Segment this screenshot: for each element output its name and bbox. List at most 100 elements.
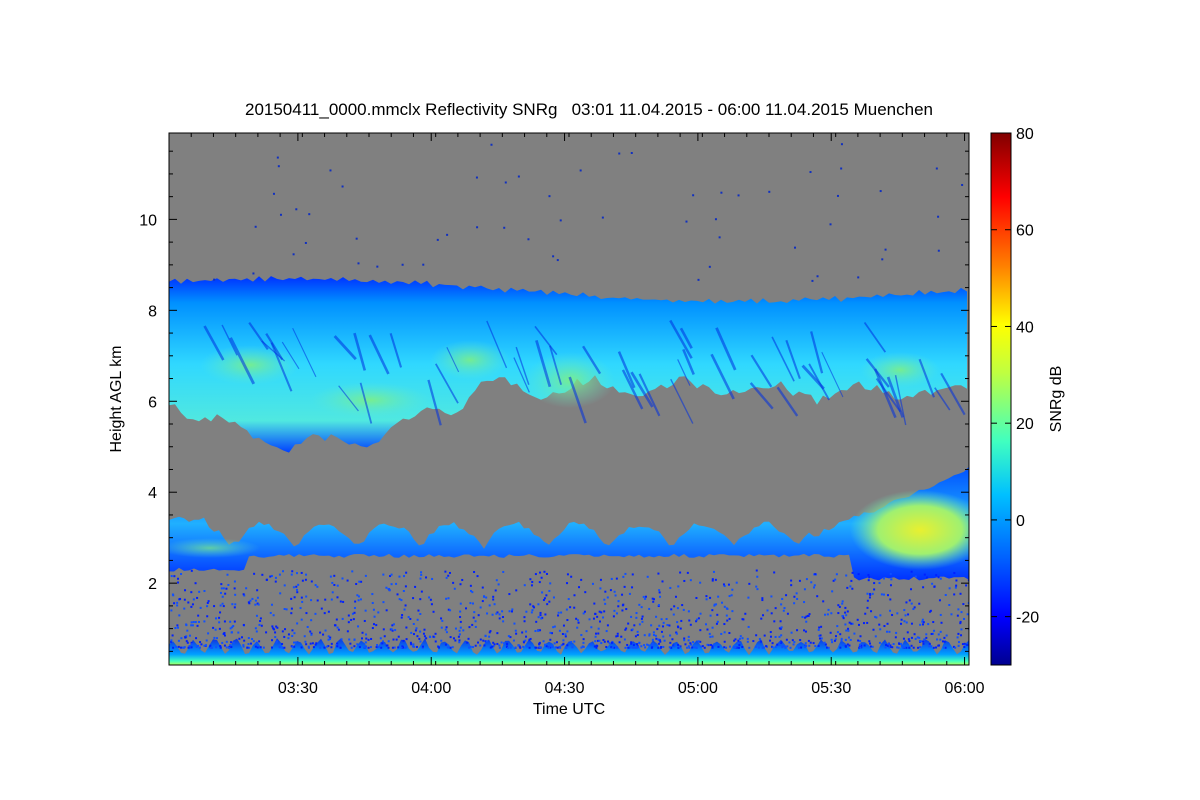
noise-pixel [481,600,484,603]
noise-pixel [496,632,499,635]
noise-pixel [769,631,772,634]
noise-pixel [372,623,375,626]
noise-pixel [251,597,254,600]
noise-pixel [962,603,965,606]
noise-pixel [600,611,603,614]
noise-pixel [213,605,216,608]
noise-pixel [583,610,586,613]
noise-pixel [738,637,741,640]
noise-pixel [243,639,246,642]
noise-pixel [508,593,511,596]
noise-pixel [444,643,447,646]
noise-pixel [939,630,942,633]
noise-pixel [538,641,541,644]
noise-pixel [474,625,477,628]
noise-pixel [474,644,477,647]
noise-pixel [248,646,251,649]
noise-pixel [944,593,947,596]
noise-pixel [177,645,180,648]
noise-pixel [305,595,308,598]
noise-pixel [614,594,617,597]
noise-pixel [837,612,840,615]
noise-pixel [805,615,808,618]
noise-pixel [925,633,928,636]
noise-pixel [388,589,391,592]
noise-pixel [928,642,931,645]
noise-pixel [857,623,860,626]
noise-pixel [354,600,357,603]
noise-pixel [582,645,585,648]
noise-pixel [300,646,303,649]
noise-pixel [640,645,643,648]
noise-pixel [840,167,843,170]
noise-pixel [538,581,541,584]
noise-pixel [627,646,630,649]
noise-pixel [955,584,958,587]
noise-pixel [705,595,708,598]
noise-pixel [711,646,714,649]
noise-pixel [846,586,849,589]
noise-pixel [597,632,600,635]
noise-pixel [708,265,711,268]
noise-pixel [566,630,569,633]
colorbar-tick-label: 60 [1016,223,1034,240]
noise-pixel [405,638,408,641]
noise-pixel [896,612,899,615]
noise-pixel [689,623,692,626]
noise-pixel [875,616,878,619]
noise-pixel [537,629,540,632]
x-tick: 04:30 [545,133,585,697]
noise-pixel [357,599,360,602]
y-tick: 10 [139,212,969,229]
noise-pixel [392,638,395,641]
noise-pixel [188,634,191,637]
noise-pixel [496,611,499,614]
noise-pixel [755,569,758,572]
y-tick-label: 2 [148,576,157,593]
noise-pixel [377,611,380,614]
noise-pixel [391,629,394,632]
noise-pixel [553,642,556,645]
noise-pixel [276,626,279,629]
noise-pixel [816,275,819,278]
noise-pixel [618,152,621,155]
noise-pixel [831,641,834,644]
noise-pixel [546,603,549,606]
noise-pixel [796,629,799,632]
noise-pixel [741,645,744,648]
noise-pixel [539,629,542,632]
noise-pixel [831,590,834,593]
noise-pixel [425,576,428,579]
noise-pixel [291,629,294,632]
noise-pixel [780,626,783,629]
noise-pixel [548,600,551,603]
noise-pixel [518,645,521,648]
noise-pixel [709,614,712,617]
noise-pixel [600,642,603,645]
noise-pixel [692,194,695,197]
noise-pixel [882,577,885,580]
noise-pixel [711,626,714,629]
noise-pixel [372,608,375,611]
noise-pixel [314,584,317,587]
noise-pixel [198,590,201,593]
echo-streak [821,351,844,398]
noise-pixel [889,584,892,587]
noise-pixel [591,582,594,585]
noise-pixel [371,593,374,596]
noise-pixel [786,645,789,648]
noise-pixel [472,602,475,605]
noise-pixel [361,631,364,634]
noise-pixel [708,632,711,635]
noise-pixel [282,570,285,573]
noise-pixel [848,621,851,624]
noise-pixel [557,611,560,614]
noise-pixel [780,641,783,644]
noise-pixel [170,575,173,578]
noise-pixel [723,623,726,626]
noise-pixel [295,572,298,575]
noise-pixel [937,249,940,252]
noise-pixel [851,587,854,590]
noise-pixel [884,248,887,251]
noise-pixel [842,643,845,646]
